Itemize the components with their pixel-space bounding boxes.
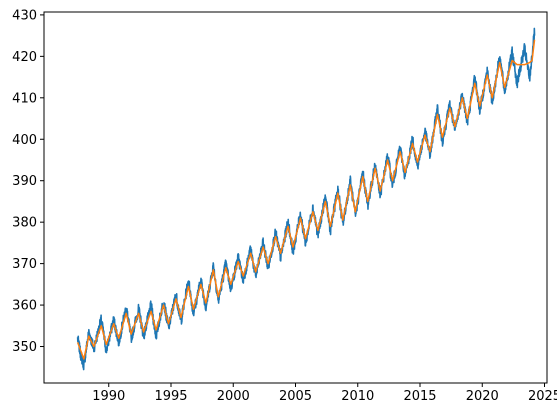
x-tick-label: 2025 bbox=[528, 389, 557, 404]
x-tick-label: 2020 bbox=[466, 389, 499, 404]
y-tick-label: 370 bbox=[12, 257, 37, 272]
x-tick-label: 2000 bbox=[217, 389, 250, 404]
x-tick-label: 2015 bbox=[403, 389, 436, 404]
x-axis: 1990 1995 2000 2005 2010 2015 2020 2025 bbox=[92, 383, 557, 404]
x-tick-label: 1995 bbox=[154, 389, 187, 404]
series-line-2 bbox=[76, 39, 536, 360]
y-axis: 350 360 370 380 390 400 410 420 430 bbox=[12, 8, 44, 355]
y-tick-label: 430 bbox=[12, 8, 37, 23]
y-tick-label: 410 bbox=[12, 91, 37, 106]
x-tick-label: 1990 bbox=[92, 389, 125, 404]
y-tick-label: 400 bbox=[12, 133, 37, 148]
series-line-1 bbox=[76, 27, 536, 371]
y-tick-label: 390 bbox=[12, 174, 37, 189]
plot-frame bbox=[43, 11, 548, 384]
series-layer bbox=[76, 27, 536, 371]
y-tick-label: 350 bbox=[12, 340, 37, 355]
x-tick-label: 2005 bbox=[279, 389, 312, 404]
x-tick-label: 2010 bbox=[341, 389, 374, 404]
y-tick-label: 380 bbox=[12, 216, 37, 231]
y-tick-label: 420 bbox=[12, 50, 37, 65]
y-tick-label: 360 bbox=[12, 299, 37, 314]
